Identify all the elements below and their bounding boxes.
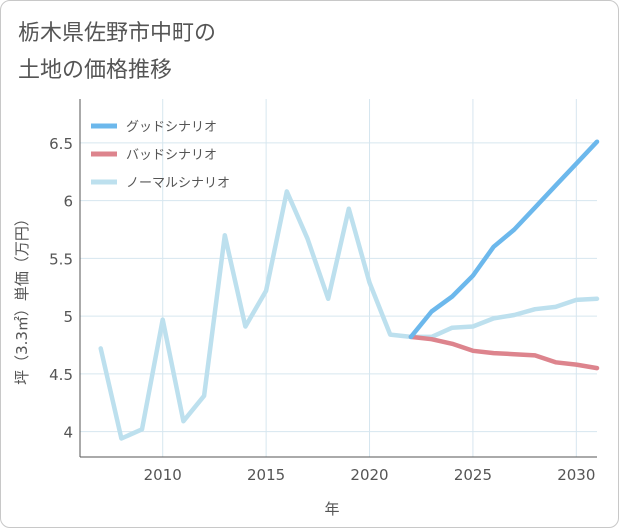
x-axis-label: 年 xyxy=(324,500,339,518)
x-tick-label: 2020 xyxy=(350,466,388,484)
x-tick-label: 2030 xyxy=(557,466,595,484)
series-line xyxy=(98,189,600,441)
legend-label: グッドシナリオ xyxy=(126,120,217,135)
legend-label: ノーマルシナリオ xyxy=(126,176,230,191)
legend-label: バッドシナリオ xyxy=(126,148,217,163)
title-line-2: 土地の価格推移 xyxy=(18,58,173,83)
x-tick-labels: 2010 2015 2020 2025 2030 xyxy=(144,466,596,484)
y-tick-label: 4 xyxy=(63,424,73,442)
y-tick-label: 4.5 xyxy=(49,366,73,384)
x-tick-label: 2010 xyxy=(144,466,182,484)
x-tick-label: 2015 xyxy=(247,466,285,484)
x-tick-label: 2025 xyxy=(454,466,492,484)
y-tick-label: 6.5 xyxy=(49,135,73,153)
page-title: 栃木県佐野市中町の 土地の価格推移 xyxy=(18,15,216,89)
title-line-1: 栃木県佐野市中町の xyxy=(18,21,217,46)
series-line xyxy=(408,334,600,371)
series-line xyxy=(408,139,600,340)
y-tick-label: 6 xyxy=(63,193,73,211)
y-tick-labels: 4 4.5 5 5.5 6 6.5 xyxy=(49,135,73,442)
y-tick-label: 5.5 xyxy=(49,250,73,268)
axes xyxy=(79,99,597,458)
y-axis-label: 坪（3.3㎡）単価（万円） xyxy=(13,211,31,385)
y-tick-label: 5 xyxy=(63,308,73,326)
series-lines xyxy=(98,139,600,441)
